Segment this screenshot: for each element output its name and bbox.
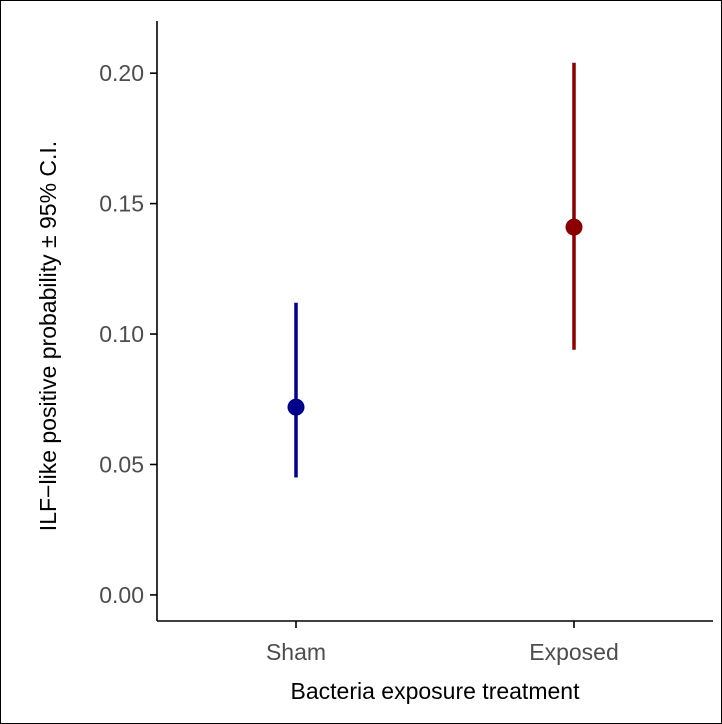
x-tick-label: Sham [266,639,326,665]
y-tick-label: 0.15 [99,191,144,217]
y-tick-label: 0.00 [99,582,144,608]
x-ticks: Sham Exposed [266,621,619,665]
x-tick-label: Exposed [529,639,619,665]
y-tick-label: 0.05 [99,451,144,477]
x-axis-title: Bacteria exposure treatment [291,678,581,704]
y-tick-label: 0.10 [99,321,144,347]
y-axis-title: ILF−like positive probability ± 95% C.I. [35,141,61,531]
point-estimate [565,218,583,236]
y-tick-label: 0.20 [99,60,144,86]
chart-marks [287,62,583,478]
y-ticks: 0.00 0.05 0.10 0.15 0.20 [99,60,157,608]
point-estimate [287,398,305,416]
